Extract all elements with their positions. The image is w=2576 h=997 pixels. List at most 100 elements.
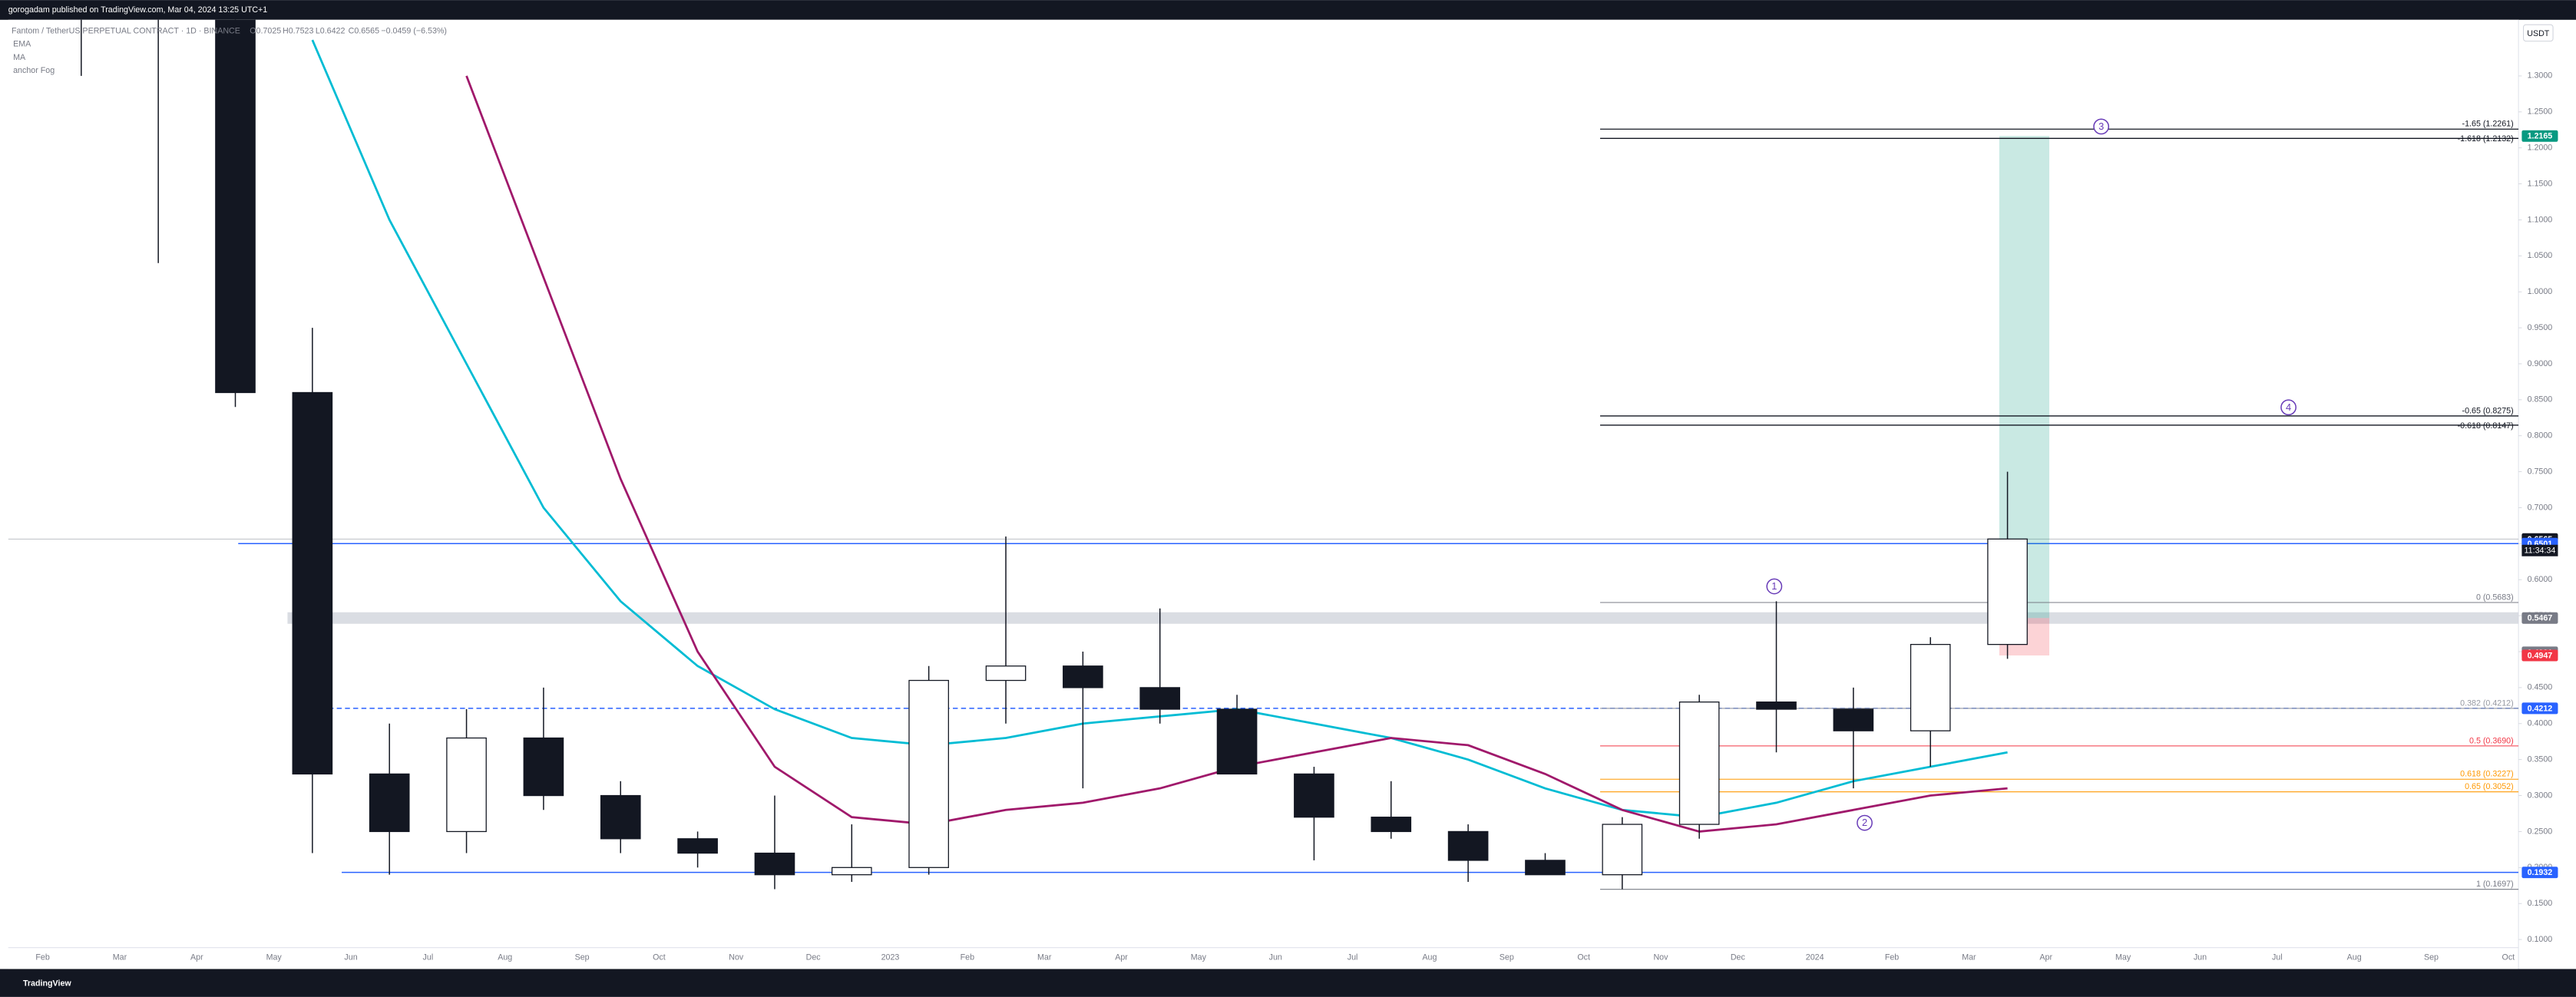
candle-body (1294, 773, 1334, 818)
candle-body (446, 737, 487, 833)
x-tick-label: Feb (35, 952, 49, 962)
overlay-layer: Fantom / TetherUS PERPETUAL CONTRACT · 1… (12, 27, 2558, 962)
zone-band (287, 612, 2519, 624)
x-tick-label: Apr (2039, 952, 2052, 962)
indicator-legend: MA (13, 53, 26, 62)
retracement-label: 1 (0.1697) (2476, 880, 2514, 889)
y-tick-label: 0.8000 (2528, 431, 2553, 441)
price-label: 0.4212 (2528, 704, 2553, 713)
retracement-label: 0.5 (0.3690) (2469, 736, 2514, 745)
y-tick-label: 1.1500 (2528, 179, 2553, 188)
ohlc-value: O0.7025 (250, 27, 281, 36)
price-label-box (2521, 702, 2558, 715)
y-tick-label: 0.4500 (2528, 683, 2553, 692)
x-tick-label: Oct (2502, 952, 2515, 962)
x-tick-label: Sep (2424, 952, 2439, 962)
top-bar (0, 0, 2576, 20)
x-tick-label: Jul (1348, 952, 1358, 962)
x-tick-label: Dec (1731, 952, 1746, 962)
price-label: 1.2165 (2528, 132, 2553, 141)
y-tick-label: 0.1000 (2528, 935, 2553, 944)
y-tick-label: 0.7000 (2528, 503, 2553, 512)
x-tick-label: May (1191, 952, 1207, 962)
wave-label: 4 (2286, 401, 2291, 413)
y-tick-label: 1.0500 (2528, 251, 2553, 260)
x-tick-label: Oct (653, 952, 666, 962)
x-tick-label: May (266, 952, 283, 962)
candle-body (1447, 830, 1489, 861)
bottom-bar (0, 969, 2576, 997)
price-label-box (2521, 649, 2558, 662)
candle-body (831, 867, 872, 876)
candle-body (1678, 702, 1720, 825)
ohlc-value: −0.0459 (−6.53%) (381, 27, 447, 36)
y-tick-label: 0.2500 (2528, 827, 2553, 836)
candle-body (1602, 824, 1643, 876)
y-tick-label: 1.3000 (2528, 71, 2553, 81)
x-tick-label: Aug (498, 952, 512, 962)
x-tick-label: Aug (1422, 952, 1437, 962)
candle-body (985, 665, 1027, 682)
price-label: 0.5467 (2528, 614, 2553, 623)
retracement-label: 0.382 (0.4212) (2460, 698, 2514, 708)
retracement-label: 0 (0.5683) (2476, 593, 2514, 602)
x-tick-label: Apr (190, 952, 203, 962)
y-tick-label: 0.4000 (2528, 719, 2553, 728)
x-tick-label: 2024 (1806, 952, 1824, 962)
candle-body (1833, 708, 1874, 731)
candle-body (292, 391, 333, 775)
wave-label: 2 (1862, 817, 1867, 828)
x-tick-label: Jun (1269, 952, 1282, 962)
extension-label: -0.65 (0.8275) (2462, 406, 2514, 415)
x-tick-label: May (2115, 952, 2131, 962)
candle-body (1756, 702, 1797, 710)
ohlc-value: H0.7523 (283, 27, 313, 36)
currency[interactable]: USDT (2527, 29, 2550, 38)
candle-body (215, 19, 256, 394)
candle-body (600, 794, 641, 840)
wave-circle (2093, 118, 2110, 135)
x-tick-label: Sep (1500, 952, 1514, 962)
candle-body (754, 852, 795, 876)
candle-body (1139, 687, 1181, 710)
plot-area (8, 19, 2519, 969)
retracement-label: 0.65 (0.3052) (2465, 782, 2514, 791)
x-tick-label: Apr (1115, 952, 1128, 962)
extension-label: -0.618 (0.8147) (2458, 421, 2514, 431)
candle-body (1216, 708, 1258, 775)
candle-body (908, 679, 949, 868)
x-tick-label: Feb (961, 952, 974, 962)
plot-layer (8, 19, 2519, 890)
price-label: 0.1932 (2528, 868, 2553, 877)
symbol: Fantom / TetherUS PERPETUAL CONTRACT · 1… (12, 27, 240, 36)
publisher: gorogadam published on TradingView.com, … (8, 5, 268, 15)
x-tick-label: Nov (1653, 952, 1668, 962)
y-tick-label: 0.7500 (2528, 467, 2553, 476)
y-tick-label: 1.0000 (2528, 287, 2553, 296)
x-tick-label: Jun (344, 952, 357, 962)
x-tick-label: Jul (423, 952, 434, 962)
indicator-legend: EMA (13, 40, 31, 49)
indicator-legend: anchor Fog (13, 66, 55, 75)
countdown: 11:34:34 (2525, 546, 2556, 556)
x-tick-label: Mar (1037, 952, 1052, 962)
currency-button[interactable] (2522, 24, 2554, 42)
x-tick-label: Oct (1577, 952, 1590, 962)
y-tick-label: 1.2000 (2528, 144, 2553, 153)
candle-body (369, 773, 410, 833)
x-tick-label: Dec (806, 952, 822, 962)
candle-body (1987, 538, 2028, 645)
candle-body (1525, 860, 1566, 876)
countdown-box (2521, 544, 2558, 556)
price-label-box (2521, 130, 2558, 142)
wave-label: 3 (2098, 120, 2104, 132)
price-label-box (2521, 612, 2558, 624)
wave-circle (1766, 578, 1783, 595)
y-tick-label: 0.6000 (2528, 575, 2553, 584)
wave-label: 1 (1771, 580, 1777, 592)
wave-circle (2280, 399, 2297, 416)
ohlc-value: C0.6565 (349, 27, 379, 36)
x-tick-label: Mar (113, 952, 127, 962)
